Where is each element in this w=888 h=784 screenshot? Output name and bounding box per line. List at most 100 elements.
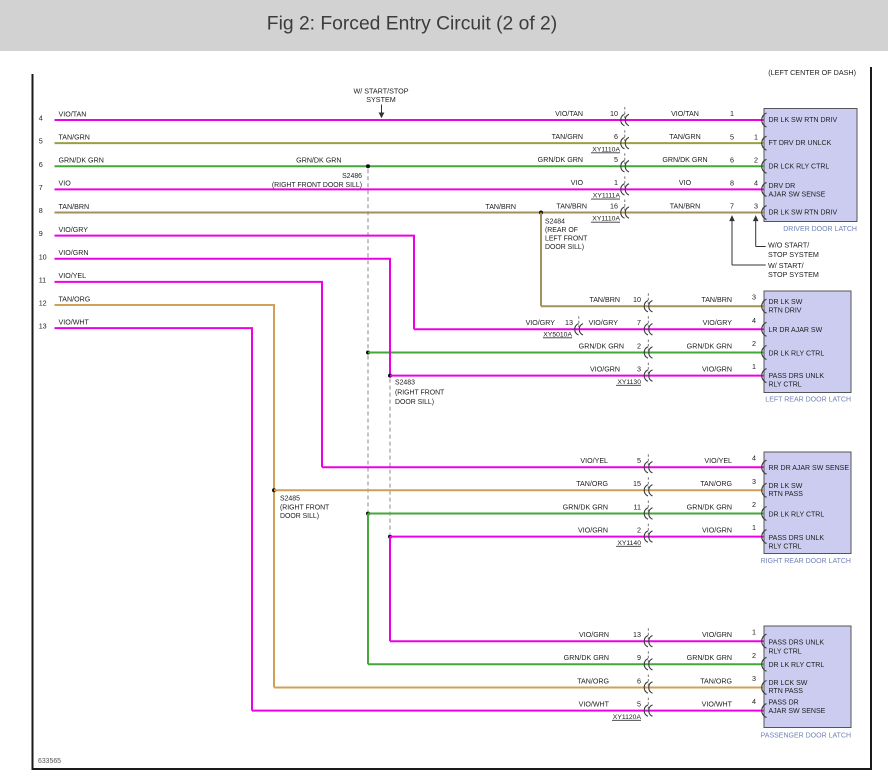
svg-text:AJAR SW SENSE: AJAR SW SENSE — [769, 192, 826, 199]
svg-text:2: 2 — [637, 341, 641, 350]
svg-text:4: 4 — [39, 114, 43, 123]
svg-text:VIO/GRN: VIO/GRN — [59, 249, 89, 257]
svg-text:11: 11 — [634, 502, 641, 511]
svg-text:(LEFT CENTER OF DASH): (LEFT CENTER OF DASH) — [768, 68, 856, 77]
svg-text:DR LK RLY CTRL: DR LK RLY CTRL — [769, 662, 825, 669]
svg-text:VIO/WHT: VIO/WHT — [579, 700, 610, 708]
svg-text:VIO/WHT: VIO/WHT — [59, 318, 90, 326]
svg-text:VIO/GRN: VIO/GRN — [702, 526, 732, 534]
svg-text:PASS DRS UNLK: PASS DRS UNLK — [769, 639, 825, 646]
svg-text:PASS DRS UNLK: PASS DRS UNLK — [769, 373, 825, 380]
svg-text:5: 5 — [614, 155, 618, 164]
svg-text:10: 10 — [610, 109, 618, 118]
svg-text:TAN/BRN: TAN/BRN — [556, 202, 587, 210]
svg-text:VIO: VIO — [59, 180, 72, 188]
svg-text:VIO/GRY: VIO/GRY — [703, 319, 733, 327]
svg-text:11: 11 — [39, 275, 46, 284]
svg-text:TAN/ORG: TAN/ORG — [59, 295, 91, 303]
svg-text:DOOR SILL): DOOR SILL) — [395, 399, 434, 406]
svg-text:TAN/GRN: TAN/GRN — [59, 133, 90, 141]
svg-text:W/ START/STOP: W/ START/STOP — [353, 87, 408, 96]
svg-text:VIO/GRY: VIO/GRY — [589, 319, 619, 327]
svg-text:RIGHT REAR DOOR LATCH: RIGHT REAR DOOR LATCH — [761, 558, 851, 565]
svg-text:9: 9 — [39, 229, 43, 238]
svg-text:1: 1 — [754, 132, 758, 141]
svg-text:XY1110A: XY1110A — [592, 146, 620, 153]
svg-text:4: 4 — [752, 454, 756, 463]
svg-text:(RIGHT FRONT: (RIGHT FRONT — [280, 504, 330, 511]
svg-text:SYSTEM: SYSTEM — [366, 95, 396, 104]
svg-text:VIO/GRN: VIO/GRN — [702, 631, 732, 639]
svg-text:RTN DRIV: RTN DRIV — [769, 307, 802, 314]
svg-text:DR LK SW: DR LK SW — [769, 299, 803, 306]
svg-text:9: 9 — [637, 653, 641, 662]
svg-text:TAN/ORG: TAN/ORG — [576, 480, 608, 488]
svg-text:1: 1 — [752, 523, 756, 532]
svg-text:GRN/DK GRN: GRN/DK GRN — [662, 156, 707, 164]
svg-text:1: 1 — [614, 178, 618, 187]
svg-text:6: 6 — [39, 160, 43, 169]
svg-text:TAN/BRN: TAN/BRN — [670, 202, 701, 210]
svg-text:DOOR SILL): DOOR SILL) — [545, 244, 584, 251]
svg-text:VIO/GRN: VIO/GRN — [702, 365, 732, 373]
svg-text:5: 5 — [637, 456, 641, 465]
svg-text:12: 12 — [39, 299, 47, 308]
svg-text:DRIVER DOOR LATCH: DRIVER DOOR LATCH — [783, 226, 857, 233]
svg-text:TAN/ORG: TAN/ORG — [577, 677, 609, 685]
svg-text:8: 8 — [730, 179, 734, 188]
svg-text:RTN PASS: RTN PASS — [769, 688, 804, 695]
svg-text:633565: 633565 — [38, 758, 61, 765]
svg-text:15: 15 — [633, 479, 641, 488]
svg-text:W/O START/: W/O START/ — [768, 241, 809, 250]
svg-text:6: 6 — [637, 676, 641, 685]
svg-text:1: 1 — [752, 362, 756, 371]
svg-text:DR LK RLY CTRL: DR LK RLY CTRL — [769, 511, 825, 518]
svg-text:3: 3 — [637, 364, 641, 373]
svg-text:DR LK SW: DR LK SW — [769, 483, 803, 490]
svg-text:8: 8 — [39, 206, 43, 215]
svg-text:VIO: VIO — [571, 179, 584, 187]
svg-text:7: 7 — [730, 202, 734, 211]
svg-text:VIO/GRY: VIO/GRY — [526, 319, 556, 327]
svg-text:5: 5 — [637, 699, 641, 708]
svg-text:VIO/WHT: VIO/WHT — [702, 700, 733, 708]
svg-text:STOP SYSTEM: STOP SYSTEM — [768, 270, 819, 279]
svg-text:W/ START/: W/ START/ — [768, 261, 804, 270]
svg-text:TAN/ORG: TAN/ORG — [700, 677, 732, 685]
svg-text:GRN/DK GRN: GRN/DK GRN — [687, 503, 732, 511]
svg-text:RR DR AJAR SW SENSE: RR DR AJAR SW SENSE — [769, 465, 850, 472]
svg-text:VIO/YEL: VIO/YEL — [704, 457, 732, 465]
svg-text:LR DR AJAR SW: LR DR AJAR SW — [769, 327, 823, 334]
svg-text:3: 3 — [752, 477, 756, 486]
svg-text:AJAR SW SENSE: AJAR SW SENSE — [769, 708, 826, 715]
svg-text:13: 13 — [633, 630, 641, 639]
svg-text:VIO/TAN: VIO/TAN — [59, 110, 87, 118]
svg-text:GRN/DK GRN: GRN/DK GRN — [579, 342, 624, 350]
svg-text:DR LK RLY CTRL: DR LK RLY CTRL — [769, 350, 825, 357]
svg-text:10: 10 — [633, 295, 641, 304]
svg-text:4: 4 — [754, 179, 758, 188]
svg-text:TAN/BRN: TAN/BRN — [701, 296, 732, 304]
svg-text:6: 6 — [614, 132, 618, 141]
svg-text:2: 2 — [637, 525, 641, 534]
svg-text:GRN/DK GRN: GRN/DK GRN — [687, 342, 732, 350]
svg-text:DRV DR: DRV DR — [769, 183, 796, 190]
svg-text:XY1110A: XY1110A — [592, 216, 620, 223]
svg-text:6: 6 — [730, 155, 734, 164]
svg-text:DR LCK SW: DR LCK SW — [769, 680, 808, 687]
svg-text:2: 2 — [752, 339, 756, 348]
svg-text:RLY CTRL: RLY CTRL — [769, 382, 802, 389]
svg-text:VIO/YEL: VIO/YEL — [580, 457, 608, 465]
svg-text:3: 3 — [754, 202, 758, 211]
svg-text:RLY CTRL: RLY CTRL — [769, 648, 802, 655]
svg-text:GRN/DK GRN: GRN/DK GRN — [296, 157, 341, 165]
svg-text:(RIGHT FRONT DOOR SILL): (RIGHT FRONT DOOR SILL) — [272, 182, 362, 189]
svg-text:S2483: S2483 — [395, 380, 415, 387]
svg-text:TAN/ORG: TAN/ORG — [700, 480, 732, 488]
svg-text:GRN/DK GRN: GRN/DK GRN — [687, 654, 732, 662]
svg-text:3: 3 — [752, 674, 756, 683]
svg-text:2: 2 — [752, 500, 756, 509]
svg-text:1: 1 — [730, 109, 734, 118]
svg-text:TAN/GRN: TAN/GRN — [552, 133, 583, 141]
svg-text:1: 1 — [752, 628, 756, 637]
